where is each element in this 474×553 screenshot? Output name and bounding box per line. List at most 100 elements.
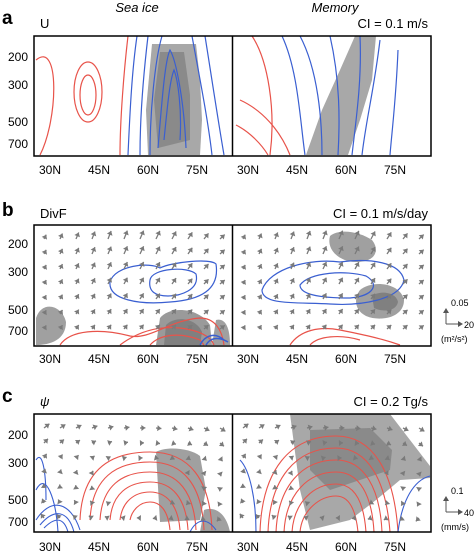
vector-arrowhead — [287, 470, 293, 476]
vector-arrowhead — [240, 249, 246, 255]
vector-arrowhead — [402, 233, 408, 239]
vector-arrowhead — [138, 293, 144, 299]
vector-arrowhead — [256, 499, 262, 505]
vector-arrowhead — [73, 500, 79, 506]
vector-arrowhead — [74, 232, 80, 238]
panel-a-memory-plot — [235, 35, 399, 156]
panel-b-ytick-200: 200 — [8, 237, 28, 251]
vector-arrowhead — [402, 294, 408, 300]
vector-arrowhead — [57, 484, 64, 489]
vector-arrowhead — [402, 309, 408, 315]
negative-contour — [204, 35, 225, 156]
vector-arrowhead — [57, 279, 64, 285]
vector-arrowhead — [272, 325, 278, 331]
vector-arrowhead — [273, 263, 279, 269]
vector-arrowhead — [240, 310, 246, 316]
vector-arrowhead — [305, 309, 311, 315]
vector-arrowhead — [72, 515, 78, 521]
positive-contour — [289, 327, 401, 346]
panel-a-y-ticks: 200 300 500 700 — [8, 50, 28, 151]
vector-arrowhead — [57, 264, 64, 269]
panel-b-letter: b — [2, 200, 14, 221]
negative-contour — [205, 337, 229, 346]
positive-contour — [79, 451, 213, 531]
vector-arrowhead — [216, 516, 222, 522]
vector-arrowhead — [321, 324, 327, 330]
vector-arrowhead — [41, 453, 48, 459]
positive-contour — [275, 459, 383, 533]
vector-arrowhead — [287, 515, 293, 521]
vector-arrowhead — [138, 309, 144, 315]
negative-contour — [281, 35, 306, 156]
vector-arrowhead — [88, 470, 94, 476]
negative-contour — [139, 35, 149, 156]
vector-arrowhead — [220, 426, 226, 432]
positive-contour — [239, 99, 291, 156]
vector-arrowhead — [290, 440, 295, 446]
vector-arrowhead — [74, 309, 80, 315]
vector-arrowhead — [73, 455, 79, 461]
vector-arrowhead — [321, 309, 327, 315]
scale-units-label: (m²/s²) — [441, 334, 468, 344]
vector-arrowhead — [139, 440, 144, 446]
panel-c-xtick-45n: 45N — [88, 540, 110, 553]
vector-arrowhead — [257, 233, 263, 239]
vector-arrowhead — [418, 249, 424, 255]
vector-arrowhead — [122, 277, 129, 283]
negative-contour — [299, 272, 375, 299]
positive-contour — [251, 35, 273, 156]
negative-contour — [35, 483, 59, 533]
panel-c-xtick-75n-right: 75N — [384, 540, 406, 553]
vector-arrowhead — [73, 485, 80, 490]
vector-arrowhead — [415, 516, 421, 522]
positive-contour — [309, 335, 361, 346]
scale-horizontal-label: 40 — [464, 508, 474, 518]
panel-c-xtick-30n-right: 30N — [237, 540, 259, 553]
vector-arrowhead — [403, 426, 409, 432]
positive-contour — [235, 124, 269, 156]
panel-a-sea-ice-plot — [35, 35, 225, 156]
vector-arrowhead — [337, 455, 342, 462]
vector-arrowhead — [338, 246, 344, 252]
vector-arrowhead — [155, 262, 161, 268]
vector-arrowhead — [256, 309, 262, 315]
negative-contour — [351, 35, 361, 156]
vector-arrowhead — [259, 424, 265, 430]
vector-arrowhead — [57, 469, 63, 475]
vector-arrowhead — [200, 470, 207, 476]
shading-region — [306, 36, 376, 155]
vector-arrowhead — [90, 278, 96, 284]
vector-arrowhead — [240, 468, 246, 474]
vector-arrowhead — [370, 247, 376, 252]
vector-arrowhead — [106, 501, 112, 507]
vector-arrowhead — [168, 514, 174, 521]
vector-arrowhead — [171, 231, 177, 237]
vector-arrowhead — [338, 440, 343, 446]
vector-arrowhead — [219, 279, 225, 285]
vector-arrowhead — [74, 278, 80, 284]
positive-contour — [99, 471, 197, 531]
vector-arrowhead — [88, 515, 94, 521]
shading-region — [200, 508, 230, 532]
panel-a-ytick-700: 700 — [8, 137, 28, 151]
vector-arrowhead — [106, 230, 113, 236]
vector-arrowhead — [418, 279, 424, 285]
panel-a-x-ticks: 30N 45N 60N 75N 30N 45N 60N 75N — [39, 163, 406, 177]
vector-arrowhead — [273, 440, 279, 445]
vector-arrowhead — [273, 247, 279, 253]
vector-arrowhead — [418, 234, 424, 240]
vector-arrowhead — [57, 294, 64, 300]
vector-arrowhead — [275, 424, 281, 430]
vector-arrowhead — [370, 324, 376, 330]
panel-c-ytick-200: 200 — [8, 428, 28, 442]
vector-arrowhead — [240, 264, 246, 270]
vector-arrowhead — [337, 309, 343, 315]
vector-arrowhead — [370, 278, 376, 284]
panel-b-ytick-300: 300 — [8, 265, 28, 279]
vector-arrowhead — [401, 440, 407, 446]
vector-arrowhead — [105, 455, 111, 462]
vector-arrowhead — [157, 425, 162, 432]
vector-arrowhead — [402, 248, 408, 254]
negative-contour — [43, 519, 69, 533]
